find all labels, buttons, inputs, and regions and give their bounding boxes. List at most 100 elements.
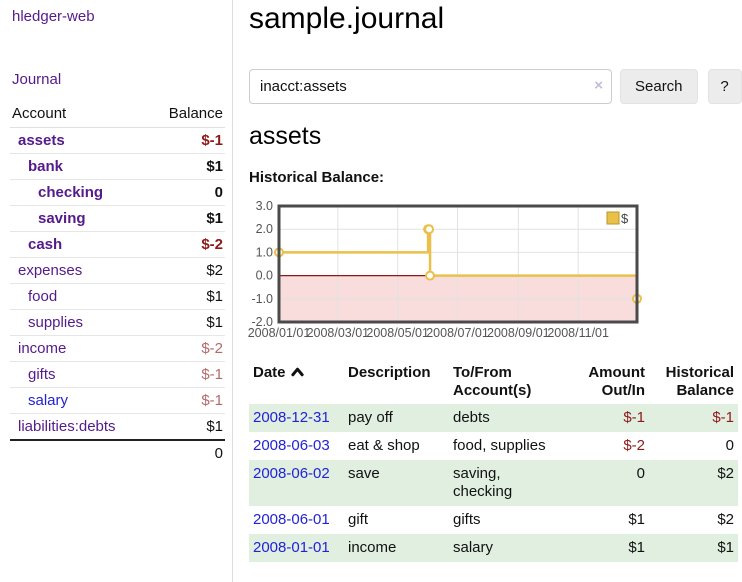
svg-text:-1.0: -1.0 <box>251 292 273 306</box>
txn-date-link[interactable]: 2008-01-01 <box>253 539 330 556</box>
account-link-saving[interactable]: saving <box>38 210 86 227</box>
help-button[interactable]: ? <box>707 69 742 104</box>
txn-description: gift <box>348 511 369 528</box>
account-link-supplies[interactable]: supplies <box>28 314 84 331</box>
account-row-expenses: expenses $2 <box>10 257 225 284</box>
svg-text:2008/11/01: 2008/11/01 <box>547 326 609 340</box>
txn-description: pay off <box>348 409 393 426</box>
historical-balance-chart: $3.0 2.0 1.0 0.0 -1.0 -2.0 2008/01/01 2008/03/0… <box>248 198 649 344</box>
account-row-cash: cash $-2 <box>10 231 225 258</box>
txn-balance: $2 <box>717 511 734 528</box>
account-balance-income: $-2 <box>149 335 225 362</box>
transaction-row: 2008-06-02 save saving, checking 0 $2 <box>249 460 738 506</box>
txn-description: income <box>348 539 397 556</box>
account-row-bank: bank $1 <box>10 153 225 180</box>
txn-accounts: gifts <box>453 511 481 528</box>
account-link-bank[interactable]: bank <box>28 158 64 175</box>
txn-amount: $-1 <box>623 409 645 426</box>
txn-date-link[interactable]: 2008-06-01 <box>253 511 330 528</box>
txn-amount: $1 <box>628 511 645 528</box>
account-link-expenses[interactable]: expenses <box>18 262 83 279</box>
txn-date-link[interactable]: 2008-06-02 <box>253 465 330 482</box>
txn-balance: 0 <box>725 437 734 454</box>
app-title-link[interactable]: hledger-web <box>12 8 95 25</box>
account-balance-food: $1 <box>149 283 225 310</box>
account-balance-gifts: $-1 <box>149 361 225 388</box>
account-link-liabilities-debts[interactable]: liabilities:debts <box>18 418 116 435</box>
main-content: sample.journal × Search ? assets Histori… <box>233 0 742 582</box>
search-button[interactable]: Search <box>620 69 698 104</box>
account-balance-checking: 0 <box>149 179 225 206</box>
txn-balance: $2 <box>717 465 734 482</box>
account-row-saving: saving $1 <box>10 205 225 232</box>
sidebar: hledger-web Journal Account Balance asse… <box>0 0 233 582</box>
svg-text:3.0: 3.0 <box>256 199 273 213</box>
svg-text:2.0: 2.0 <box>256 222 273 236</box>
account-balance-liabilities-debts: $1 <box>149 413 225 441</box>
accounts-col-balance: Balance <box>149 102 225 128</box>
accounts-total-balance: 0 <box>149 439 225 466</box>
account-heading: assets <box>249 122 322 150</box>
account-row-assets: assets $-1 <box>10 127 225 154</box>
txn-amount: $1 <box>628 539 645 556</box>
accounts-header-row: Account Balance <box>10 102 225 128</box>
txn-accounts: salary <box>453 539 494 556</box>
transaction-row: 2008-06-03 eat & shop food, supplies $-2… <box>249 432 738 460</box>
txn-balance: $-1 <box>712 409 734 426</box>
account-row-liabilities-debts: liabilities:debts $1 <box>10 413 225 441</box>
account-balance-assets: $-1 <box>149 127 225 154</box>
account-balance-saving: $1 <box>149 205 225 232</box>
account-link-checking[interactable]: checking <box>38 184 104 201</box>
sidebar-item-journal[interactable]: Journal <box>12 71 62 88</box>
svg-text:0.0: 0.0 <box>256 269 273 283</box>
txn-accounts: debts <box>453 409 490 426</box>
svg-text:-2.0: -2.0 <box>251 315 273 329</box>
account-link-income[interactable]: income <box>18 340 67 357</box>
page-title: sample.journal <box>249 2 445 35</box>
accounts-col-account: Account <box>10 102 150 128</box>
account-row-gifts: gifts $-1 <box>10 361 225 388</box>
search-form: × Search ? <box>249 69 742 104</box>
svg-text:2008/07/01: 2008/07/01 <box>426 326 489 340</box>
col-accounts: To/From Account(s) <box>453 364 532 399</box>
txn-amount: $-2 <box>623 437 645 454</box>
search-input[interactable] <box>249 69 612 104</box>
account-link-gifts[interactable]: gifts <box>28 366 56 383</box>
col-date[interactable]: Date <box>249 360 344 404</box>
account-link-food[interactable]: food <box>28 288 58 305</box>
account-row-supplies: supplies $1 <box>10 309 225 336</box>
col-date-label: Date <box>253 364 286 381</box>
svg-text:1.0: 1.0 <box>256 245 273 259</box>
txn-accounts: saving, checking <box>453 465 513 500</box>
txn-date-link[interactable]: 2008-12-31 <box>253 409 330 426</box>
account-balance-supplies: $1 <box>149 309 225 336</box>
account-balance-bank: $1 <box>149 153 225 180</box>
txn-date-link[interactable]: 2008-06-03 <box>253 437 330 454</box>
transactions-header-row: Date Description To/From Account(s) Amou… <box>249 360 738 404</box>
account-row-salary: salary $-1 <box>10 387 225 414</box>
account-row-checking: checking 0 <box>10 179 225 206</box>
account-row-food: food $1 <box>10 283 225 310</box>
sort-ascending-icon <box>290 367 304 377</box>
accounts-table: Account Balance assets $-1 bank $1 check… <box>10 102 225 466</box>
col-balance: Historical Balance <box>665 364 734 399</box>
svg-text:2008/09/01: 2008/09/01 <box>487 326 550 340</box>
col-description: Description <box>348 364 431 381</box>
account-row-income: income $-2 <box>10 335 225 362</box>
txn-description: eat & shop <box>348 437 420 454</box>
account-link-cash[interactable]: cash <box>28 236 63 253</box>
txn-accounts: food, supplies <box>453 437 546 454</box>
txn-description: save <box>348 465 380 482</box>
account-link-assets[interactable]: assets <box>18 132 65 149</box>
clear-search-icon[interactable]: × <box>594 77 603 94</box>
transactions-table: Date Description To/From Account(s) Amou… <box>249 360 738 562</box>
svg-text:2008/05/01: 2008/05/01 <box>366 326 429 340</box>
account-link-salary[interactable]: salary <box>28 392 69 409</box>
account-balance-salary: $-1 <box>149 387 225 414</box>
account-balance-cash: $-2 <box>149 231 225 258</box>
chart-svg: $3.0 2.0 1.0 0.0 -1.0 -2.02008/01/012008/03/0… <box>248 199 642 340</box>
svg-text:$: $ <box>621 211 629 226</box>
svg-text:2008/01/01: 2008/01/01 <box>248 326 311 340</box>
chart-label: Historical Balance: <box>249 169 385 186</box>
svg-text:2008/03/01: 2008/03/01 <box>307 326 370 340</box>
